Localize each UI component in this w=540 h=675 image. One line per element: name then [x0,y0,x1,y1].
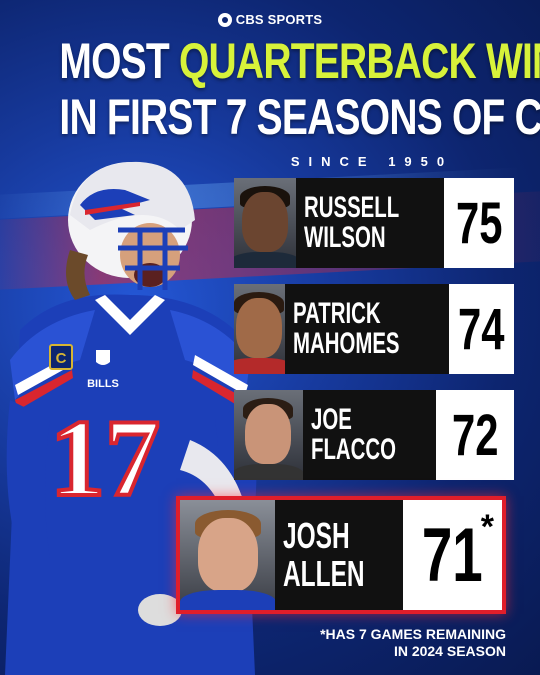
title-text: MOST [59,33,179,89]
player-headshot [234,390,303,480]
ranking-row: JOE FLACCO 72 [234,390,514,480]
player-headshot [234,284,285,374]
wins-box: 74 [449,284,514,374]
face-shape [236,298,283,358]
player-headshot [180,500,276,610]
player-first-name: RUSSELL [303,191,399,224]
footnote-line: IN 2024 SEASON [393,643,506,659]
footnote: *HAS 7 GAMES REMAINING IN 2024 SEASON [320,626,506,660]
shoulders-shape [234,358,285,374]
player-first-name: JOE [310,403,352,436]
title-highlight: QUARTERBACK WINS [178,33,540,89]
footnote-marker: * [480,508,494,546]
jersey-team-name: BILLS [87,378,119,390]
wins-box: 75 [443,178,514,268]
ranking-row: PATRICK MAHOMES 74 [234,284,514,374]
player-first-name: PATRICK [292,297,381,330]
shoulders-shape [234,252,296,268]
player-illustration: C BILLS 17 [5,161,257,675]
face-shape [197,518,258,592]
subtitle: SINCE 1950 [290,154,454,169]
wins-box: 72 [435,390,514,480]
player-first-name: JOSH [283,515,350,556]
wins-value: 74 [458,296,505,362]
player-last-name: FLACCO [310,433,396,466]
wins-value: 75 [455,190,503,256]
player-last-name: WILSON [303,221,386,254]
jersey-number: 17 [50,397,160,519]
shoulders-shape [234,464,303,480]
player-name-box: JOE FLACCO [302,390,436,480]
player-last-name: ALLEN [283,553,365,594]
ranking-row: RUSSELL WILSON 75 [234,178,514,268]
ranking-row-highlighted: JOSH ALLEN 71 * [176,496,506,614]
player-name-box: RUSSELL WILSON [295,178,444,268]
player-last-name: MAHOMES [292,327,400,360]
wins-box: 71 * [403,500,502,610]
wins-value: 71 [422,512,483,598]
brand-logo: CBS SPORTS [0,12,540,27]
title-line-1: MOST QUARTERBACK WINS [59,33,540,89]
player-name-box: JOSH ALLEN [275,500,404,610]
player-name-box: PATRICK MAHOMES [284,284,450,374]
cbs-eye-icon [217,12,232,27]
shoulders-shape [180,590,276,610]
title-line-2: IN FIRST 7 SEASONS OF CAREER [59,89,540,145]
captain-patch-letter: C [56,350,67,367]
brand-name: CBS SPORTS [235,12,323,27]
footnote-line: *HAS 7 GAMES REMAINING [320,626,506,642]
player-headshot [234,178,296,268]
face-shape [245,404,292,464]
face-shape [241,192,288,252]
wins-value: 72 [451,402,499,468]
